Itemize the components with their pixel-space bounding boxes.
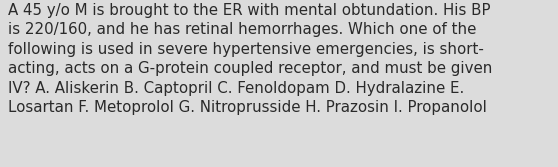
Text: A 45 y/o M is brought to the ER with mental obtundation. His BP
is 220/160, and : A 45 y/o M is brought to the ER with men… bbox=[8, 3, 493, 115]
